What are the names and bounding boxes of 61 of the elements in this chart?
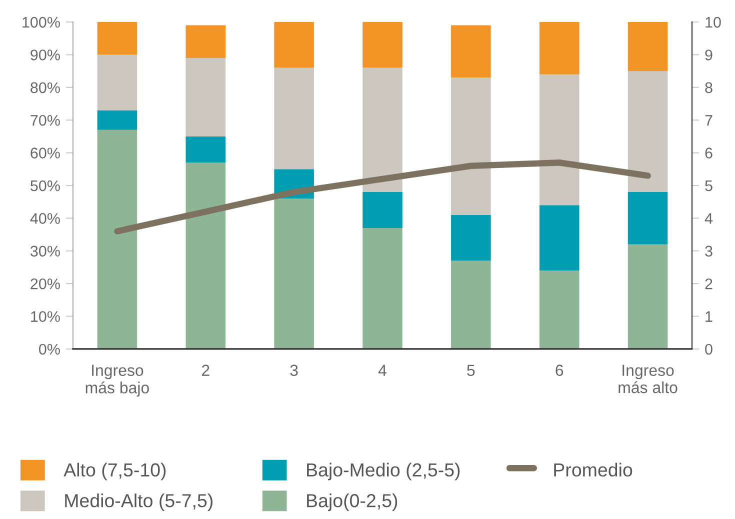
- legend-label: Alto (7,5-10): [64, 462, 166, 480]
- legend-label: Medio-Alto (5-7,5): [65, 494, 212, 512]
- bar: [451, 78, 491, 215]
- y-tick-label: 90%: [30, 50, 60, 60]
- bar: [186, 162, 226, 349]
- bar: [97, 22, 138, 55]
- y-tick-label: 20%: [30, 278, 60, 290]
- bar: [362, 228, 402, 349]
- bar: [628, 22, 668, 72]
- y2-tick-label: 9: [705, 50, 712, 60]
- y2-tick-label: 10: [706, 16, 721, 28]
- bar: [539, 22, 580, 74]
- bar: [97, 130, 138, 349]
- bar: [362, 22, 402, 68]
- y-tick-label: 30%: [30, 246, 60, 257]
- legend-label: Promedio: [554, 462, 632, 477]
- bar: [628, 192, 668, 244]
- y2-tick-label: 7: [705, 115, 712, 126]
- x-tick-label: 5: [467, 364, 475, 376]
- bar: [186, 25, 226, 58]
- bar: [451, 260, 491, 349]
- bar: [539, 74, 580, 206]
- x-tick-label: 6: [556, 364, 564, 376]
- y2-tick-label: 1: [706, 311, 712, 322]
- y2-tick-label: 4: [704, 213, 713, 224]
- bar: [362, 192, 402, 228]
- bar: [186, 136, 226, 163]
- bar: [274, 198, 314, 349]
- y-tick-label: 100%: [22, 16, 60, 28]
- bar: [628, 244, 668, 349]
- bar: [97, 54, 138, 110]
- bar: [451, 214, 491, 261]
- bar: [451, 25, 491, 78]
- bar: [274, 68, 314, 170]
- bar: [97, 110, 138, 130]
- x-tick-label: Ingreso más bajo: [86, 364, 149, 397]
- x-tick-label: 3: [290, 364, 298, 376]
- bar: [362, 68, 402, 192]
- y-tick-label: 80%: [30, 82, 60, 94]
- y2-tick-label: 6: [705, 148, 712, 158]
- y2-tick-label: 8: [705, 82, 712, 94]
- x-tick-label: 2: [202, 364, 210, 376]
- bar: [186, 58, 226, 136]
- legend-label: Bajo-Medio (2,5-5): [307, 462, 460, 480]
- y2-tick-label: 0: [705, 344, 712, 355]
- legend-label: Bajo(0-2,5): [307, 494, 398, 512]
- y2-tick-label: 3: [705, 246, 712, 257]
- bar: [539, 270, 580, 349]
- y2-tick-label: 5: [705, 180, 712, 192]
- y-tick-label: 70%: [30, 114, 60, 126]
- y-tick-label: 60%: [30, 148, 60, 158]
- y2-tick-label: 2: [705, 278, 712, 290]
- y-tick-label: 40%: [30, 213, 60, 224]
- x-tick-label: 4: [378, 364, 386, 376]
- bar: [274, 22, 314, 68]
- bar: [628, 71, 668, 192]
- y-tick-label: 0%: [39, 344, 60, 355]
- x-tick-label: Ingreso más alto: [618, 364, 678, 394]
- y-tick-label: 10%: [31, 311, 60, 322]
- bar: [539, 205, 580, 271]
- y-tick-label: 50%: [30, 180, 60, 192]
